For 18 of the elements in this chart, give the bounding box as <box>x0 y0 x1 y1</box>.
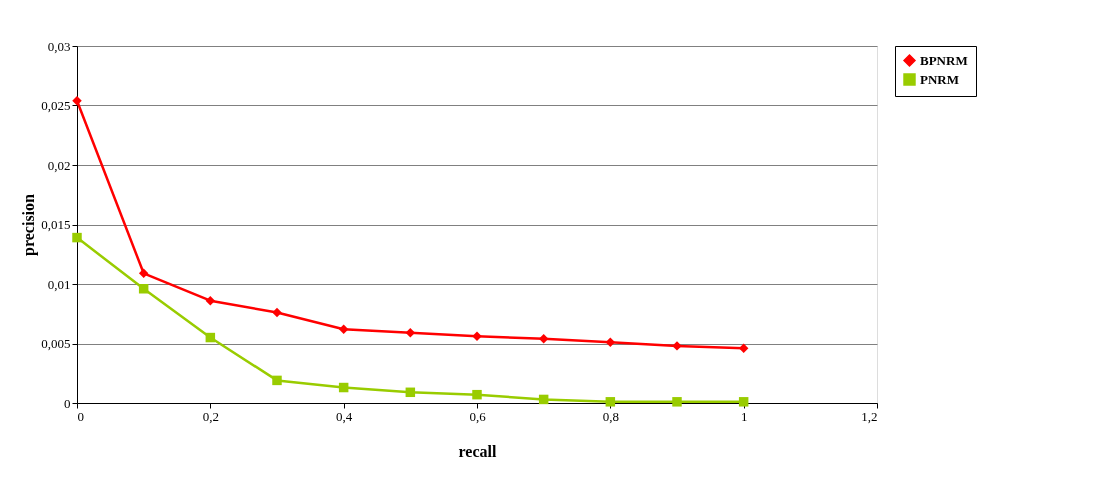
x-tick-label: 0,2 <box>202 408 219 424</box>
legend-label: PNRM <box>920 71 959 87</box>
x-tick-label: 0,4 <box>336 408 353 424</box>
x-tick-label: 0,6 <box>469 408 487 424</box>
x-tick-label: 1 <box>740 408 748 424</box>
legend-label: BPNRM <box>920 52 968 68</box>
y-tick-label: 0,03 <box>47 38 71 54</box>
y-tick-label: 0,02 <box>47 157 71 173</box>
y-axis-title: precision <box>20 193 39 256</box>
x-tick-label: 0,8 <box>602 408 619 424</box>
y-tick-label: 0 <box>64 395 71 411</box>
x-tick-label: 1,2 <box>861 408 878 424</box>
x-tick-label: 0 <box>77 408 84 424</box>
y-tick-label: 0,025 <box>41 98 71 113</box>
y-tick-label: 0,01 <box>47 276 71 292</box>
y-tick-label: 0,015 <box>41 217 71 232</box>
y-tick-label: 0,005 <box>41 336 71 351</box>
x-axis-title: recall <box>458 442 498 460</box>
